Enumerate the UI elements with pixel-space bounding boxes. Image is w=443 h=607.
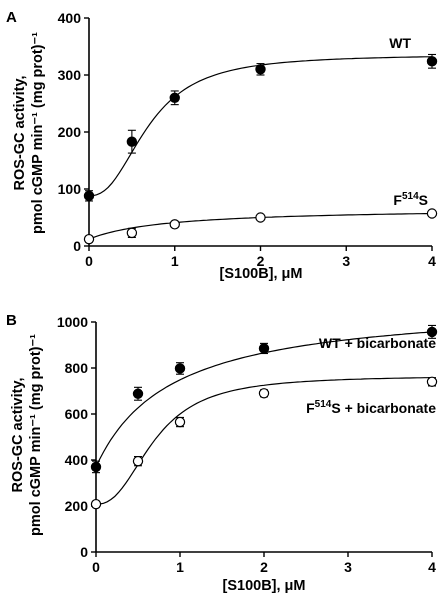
x-tick-label-a: 3	[342, 253, 350, 269]
x-tick-label-a: 1	[171, 253, 179, 269]
y-ticks-b: 0 200 400 600 800 1000	[57, 314, 96, 560]
data-point	[426, 208, 438, 219]
data-point	[426, 376, 438, 387]
y-tick-label-b: 0	[80, 544, 88, 560]
y-axis-title-line1-a: ROS-GC activity,	[12, 76, 28, 191]
y-axis-title-line2-b: pmol cGMP min⁻¹ (mg prot)⁻¹	[28, 334, 44, 536]
x-axis-title-b: [S100B], μM	[223, 578, 306, 594]
x-tick-label-b: 4	[428, 559, 436, 575]
data-point	[90, 461, 102, 473]
x-tick-label-a: 0	[85, 253, 93, 269]
series-f514s	[83, 208, 438, 245]
series-label-f514s: F514S	[393, 191, 428, 208]
series-f514s-bicarbonate	[90, 376, 438, 510]
y-tick-label-b: 800	[65, 360, 89, 376]
y-axis-title-line2-a: pmol cGMP min⁻¹ (mg prot)⁻¹	[30, 32, 46, 234]
data-point	[174, 363, 186, 374]
data-point	[83, 233, 95, 245]
x-axis-title-a: [S100B], μM	[220, 266, 303, 282]
y-tick-label-b: 600	[65, 406, 89, 422]
data-point	[169, 92, 180, 104]
y-tick-label-a: 300	[58, 67, 82, 83]
y-tick-label-a: 100	[58, 181, 82, 197]
y-axis-title-a: ROS-GC activity,	[12, 76, 28, 191]
y-tick-label-a: 400	[58, 10, 82, 26]
data-point	[132, 388, 144, 399]
data-point	[258, 343, 270, 354]
data-point	[132, 455, 144, 467]
series-label-wt: WT	[389, 35, 411, 51]
y-ticks-a: 0 100 200 300 400	[58, 10, 89, 254]
data-point	[126, 136, 138, 147]
panel-b: B ROS-GC activity, pmol cGMP min⁻¹ (mg p…	[6, 312, 438, 594]
y-tick-label-b: 1000	[57, 314, 88, 330]
data-point	[258, 388, 270, 399]
x-tick-label-a: 4	[428, 253, 436, 269]
x-tick-label-b: 2	[260, 559, 268, 575]
series-wt-bicarbonate	[90, 324, 438, 474]
panel-letter-a: A	[6, 9, 17, 26]
data-point	[126, 227, 138, 239]
x-tick-label-b: 3	[344, 559, 352, 575]
panel-letter-b: B	[6, 312, 17, 329]
data-point	[255, 64, 266, 75]
panel-a: A ROS-GC activity, pmol cGMP min⁻¹ (mg p…	[6, 9, 438, 282]
data-point	[426, 56, 438, 67]
data-point	[426, 326, 438, 338]
y-axis-title-line1-b: ROS-GC activity,	[10, 378, 26, 493]
data-point	[255, 212, 266, 223]
data-point	[174, 416, 186, 428]
x-ticks-b: 0 1 2 3 4	[92, 552, 436, 575]
x-tick-label-b: 1	[176, 559, 184, 575]
x-tick-label-b: 0	[92, 559, 100, 575]
series-label-wt-bicarbonate: WT + bicarbonate	[319, 335, 436, 351]
x-ticks-a: 0 1 2 3 4	[85, 246, 436, 269]
fit-curve	[95, 377, 433, 505]
data-point	[90, 498, 102, 510]
x-tick-label-a: 2	[257, 253, 265, 269]
fit-curve	[88, 56, 433, 197]
y-tick-label-a: 0	[73, 238, 81, 254]
data-point	[83, 190, 95, 202]
y-tick-label-a: 200	[58, 124, 82, 140]
series-label-f514s-bicarbonate: F514S + bicarbonate	[306, 399, 436, 416]
data-point	[169, 219, 180, 230]
y-tick-label-b: 400	[65, 452, 89, 468]
series-wt	[83, 53, 438, 202]
y-tick-label-b: 200	[65, 498, 89, 514]
